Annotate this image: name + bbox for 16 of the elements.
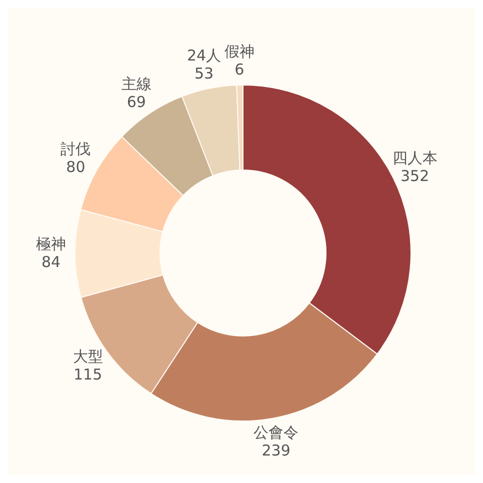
- data-label: 84: [41, 253, 61, 272]
- slice-label: 假神: [224, 42, 254, 61]
- data-label: 239: [262, 442, 290, 460]
- slice-label: 大型: [72, 348, 103, 366]
- slice-label: 24人: [186, 46, 222, 65]
- data-label: 352: [400, 166, 430, 185]
- slice-label: 極神: [36, 235, 66, 254]
- data-label: 6: [234, 60, 244, 79]
- slice-label: 四人本: [392, 148, 438, 167]
- data-label: 80: [66, 158, 86, 176]
- data-label: 53: [194, 64, 214, 83]
- data-label: 69: [126, 92, 146, 111]
- slice-label: 公會令: [254, 424, 299, 442]
- data-label: 115: [73, 366, 102, 384]
- slice-label: 討伐: [60, 140, 91, 158]
- slice-label: 主線: [121, 74, 152, 93]
